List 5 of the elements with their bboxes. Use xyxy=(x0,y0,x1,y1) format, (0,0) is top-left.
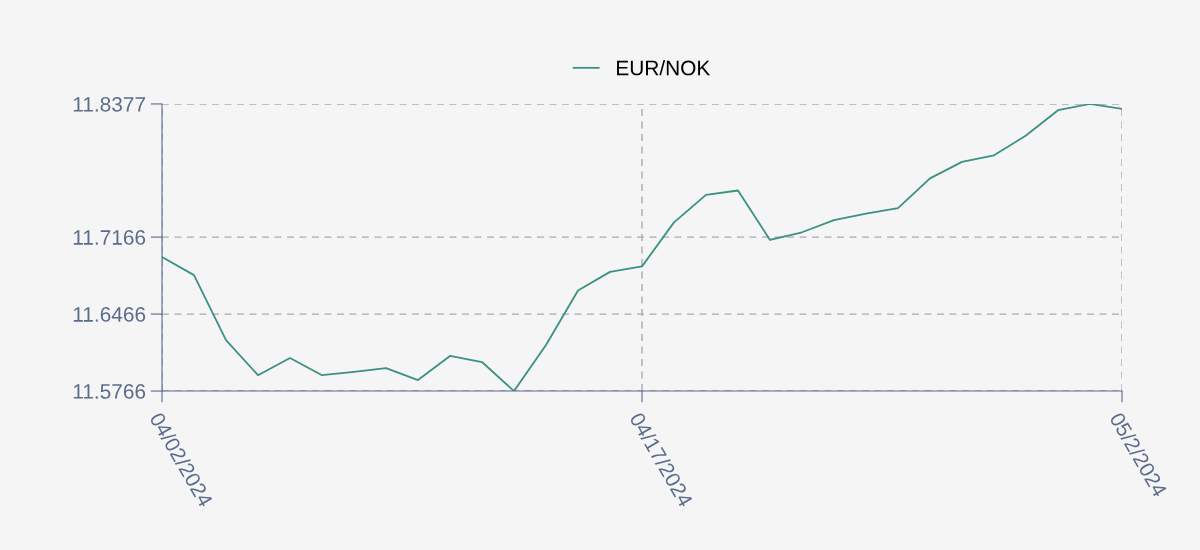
y-tick-label: 11.6466 xyxy=(73,307,146,322)
y-tick-label: 11.8377 xyxy=(73,96,145,112)
y-tick-label: 11.5766 xyxy=(73,384,146,399)
legend-label: EUR/NOK xyxy=(617,60,711,76)
y-tick-label: 11.7166 xyxy=(73,230,146,245)
